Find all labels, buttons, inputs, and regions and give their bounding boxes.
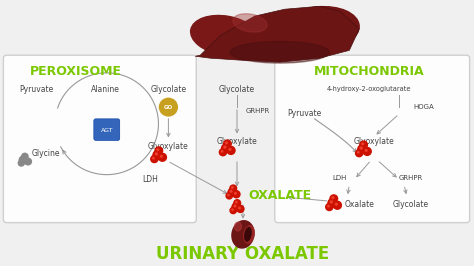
Circle shape [155,147,163,154]
Text: Glyoxylate: Glyoxylate [354,137,394,146]
Ellipse shape [191,15,259,56]
Circle shape [221,144,230,153]
Circle shape [363,147,371,155]
Circle shape [155,153,157,155]
Circle shape [362,143,364,145]
Circle shape [227,147,235,154]
Circle shape [356,150,363,157]
Text: Glycolate: Glycolate [219,85,255,94]
Circle shape [237,205,244,213]
Text: LDH: LDH [143,175,158,184]
Text: GRHPR: GRHPR [399,174,423,181]
Text: Glyoxylate: Glyoxylate [217,137,257,146]
Text: Oxalate: Oxalate [344,201,374,210]
Circle shape [231,187,233,188]
Text: AGT: AGT [100,128,113,133]
Circle shape [234,205,236,207]
Text: Pyruvate: Pyruvate [19,85,53,94]
Circle shape [326,203,333,210]
Circle shape [19,156,27,164]
Ellipse shape [280,7,359,51]
Ellipse shape [230,41,329,63]
Circle shape [153,157,155,159]
Circle shape [160,155,163,157]
Circle shape [159,98,177,116]
FancyBboxPatch shape [275,55,470,223]
Text: Glyoxylate: Glyoxylate [148,142,189,151]
FancyBboxPatch shape [3,55,196,223]
Circle shape [232,203,240,211]
Ellipse shape [244,226,254,243]
Circle shape [235,193,237,194]
Text: OXALATE: OXALATE [248,189,311,202]
Circle shape [236,201,237,203]
Text: HOGA: HOGA [413,104,434,110]
Circle shape [25,158,31,165]
Circle shape [234,200,241,206]
Circle shape [221,151,223,152]
Circle shape [230,185,237,192]
Text: URINARY OXALATE: URINARY OXALATE [156,245,329,263]
Circle shape [226,142,228,144]
Circle shape [151,156,158,163]
FancyBboxPatch shape [94,119,120,140]
Text: 4-hydroxy-2-oxoglutarate: 4-hydroxy-2-oxoglutarate [327,86,411,93]
Circle shape [18,160,24,166]
Circle shape [228,188,236,196]
Circle shape [158,153,166,161]
Text: Glycolate: Glycolate [393,201,429,210]
Circle shape [335,203,337,205]
Circle shape [365,149,367,151]
Text: LDH: LDH [332,174,346,181]
Text: PEROXISOME: PEROXISOME [30,65,122,78]
Circle shape [226,193,232,199]
Circle shape [219,149,227,156]
Polygon shape [195,6,359,62]
Circle shape [228,194,229,196]
Circle shape [330,201,332,203]
Text: GRHPR: GRHPR [246,108,270,114]
Circle shape [230,190,232,192]
Circle shape [333,201,341,209]
Ellipse shape [235,222,241,231]
Circle shape [358,145,367,153]
Circle shape [357,151,359,153]
Ellipse shape [232,221,254,248]
Circle shape [153,151,162,160]
Circle shape [229,148,231,151]
Text: Alanine: Alanine [91,85,120,94]
Text: Glycolate: Glycolate [150,85,186,94]
Circle shape [157,149,159,151]
Text: Pyruvate: Pyruvate [287,110,322,118]
Text: GO: GO [164,105,173,110]
Text: MITOCHONDRIA: MITOCHONDRIA [314,65,425,78]
Text: Glycine: Glycine [32,149,60,158]
Circle shape [232,209,233,210]
Circle shape [328,205,329,207]
Circle shape [328,199,337,207]
Circle shape [224,140,231,148]
Ellipse shape [233,14,267,32]
Circle shape [22,153,28,160]
Circle shape [224,146,226,148]
Circle shape [330,195,337,202]
Circle shape [360,147,362,149]
Circle shape [332,197,334,199]
Circle shape [360,141,367,148]
Circle shape [238,207,240,209]
Circle shape [233,191,240,198]
Ellipse shape [245,228,251,241]
Circle shape [230,207,237,214]
